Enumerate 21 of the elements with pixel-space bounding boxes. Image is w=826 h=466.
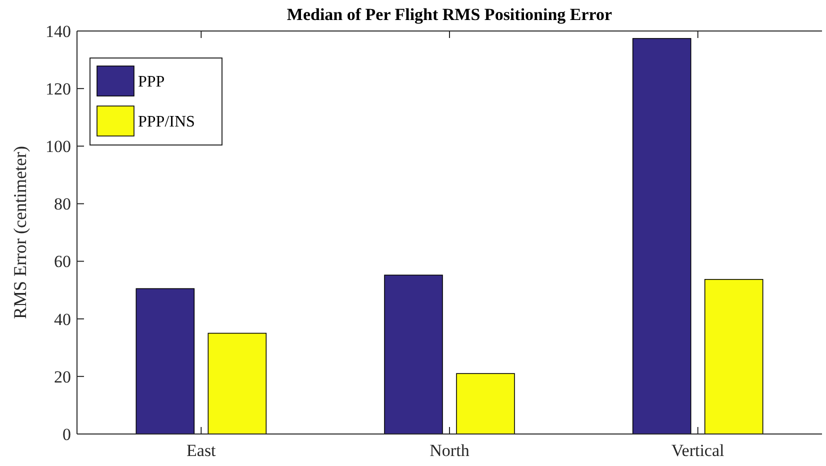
bar (208, 332, 267, 434)
x-tick-label: Vertical (671, 441, 725, 460)
y-tick-label: 40 (54, 310, 71, 329)
y-tick-label: 0 (62, 424, 71, 444)
x-tick-label: East (186, 441, 216, 460)
bar (456, 373, 515, 434)
y-tick-label: 20 (54, 367, 71, 386)
chart-title: Median of Per Flight RMS Positioning Error (286, 5, 613, 24)
legend-label: PPP (138, 74, 165, 91)
bar (136, 288, 195, 434)
bar (632, 38, 692, 434)
y-axis-title: RMS Error (centimeter) (10, 146, 30, 319)
x-tick-label: North (430, 441, 470, 460)
y-tick-label: 100 (46, 137, 71, 156)
bar (704, 279, 764, 434)
legend-label: PPP/INS (138, 114, 195, 131)
bar (384, 274, 443, 434)
y-tick-label: 120 (46, 80, 71, 99)
y-tick-label: 60 (54, 252, 71, 272)
y-tick-label: 80 (54, 194, 71, 214)
y-tick-label: 140 (46, 22, 71, 41)
